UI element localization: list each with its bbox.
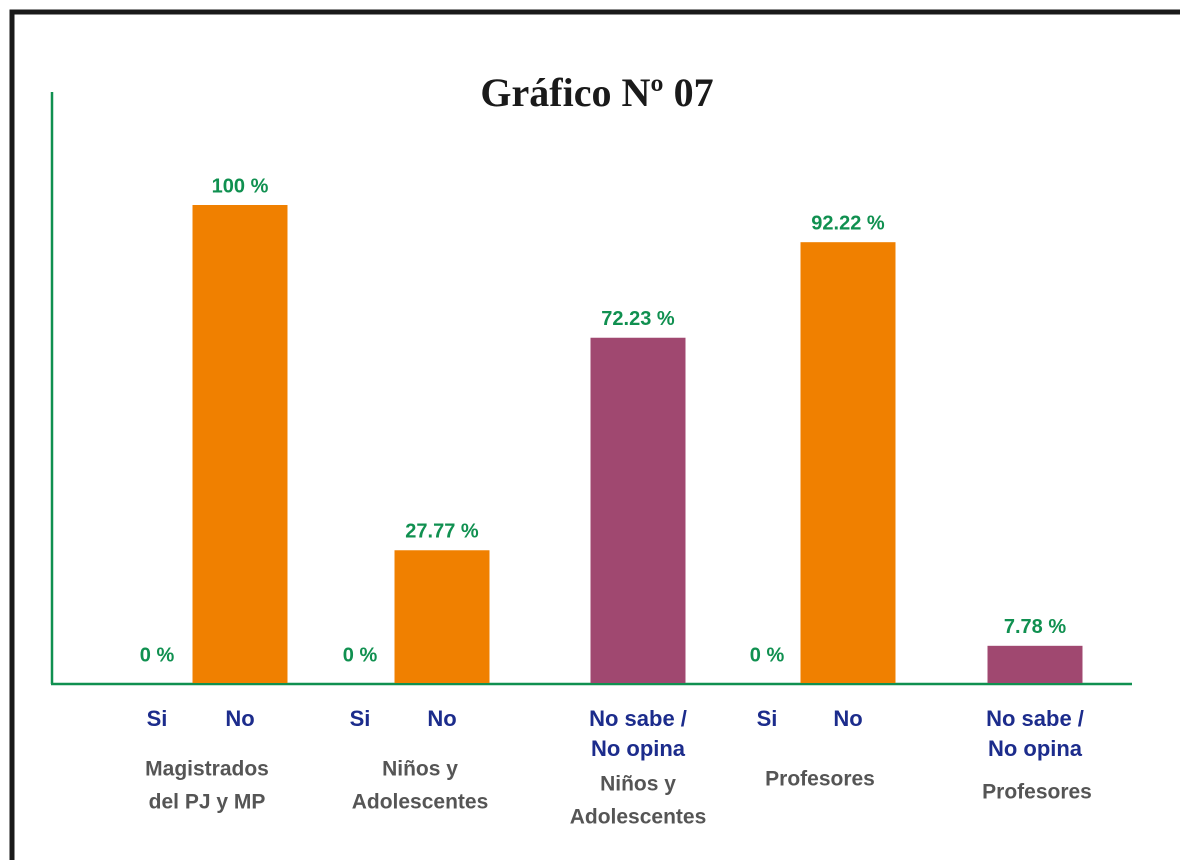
value-label: 100 % xyxy=(212,175,269,197)
x-tick-label: Si xyxy=(350,706,371,731)
x-tick-label: No xyxy=(427,706,456,731)
x-tick-label: Si xyxy=(757,706,778,731)
bar xyxy=(192,205,288,683)
group-label: Niños y xyxy=(600,773,676,796)
group-label: Profesores xyxy=(982,781,1092,804)
value-label: 0 % xyxy=(750,644,785,666)
x-tick-label: No sabe / xyxy=(986,706,1084,731)
group-label: Profesores xyxy=(765,768,875,791)
value-label: 0 % xyxy=(343,644,378,666)
bar xyxy=(800,242,896,683)
x-tick-label: No sabe / xyxy=(589,706,687,731)
frame xyxy=(9,9,1180,860)
value-label: 7.78 % xyxy=(1004,616,1066,638)
value-label: 0 % xyxy=(140,644,175,666)
group-label: Niños y xyxy=(382,758,458,781)
group-label: Magistrados xyxy=(145,758,269,781)
bar xyxy=(590,337,686,683)
value-label: 92.22 % xyxy=(811,212,885,234)
x-tick-label: No xyxy=(225,706,254,731)
x-tick-label: Si xyxy=(147,706,168,731)
value-label: 27.77 % xyxy=(405,521,479,543)
x-tick-label: No opina xyxy=(591,736,686,761)
group-label: Adolescentes xyxy=(570,806,707,829)
group-label: Adolescentes xyxy=(352,791,489,814)
bar xyxy=(394,550,490,683)
x-tick-label: No xyxy=(833,706,862,731)
bar xyxy=(987,645,1083,683)
value-label: 72.23 % xyxy=(601,308,675,330)
group-label: del PJ y MP xyxy=(149,791,266,814)
chart-title: Gráfico Nº 07 xyxy=(480,70,713,115)
x-tick-label: No opina xyxy=(988,736,1083,761)
